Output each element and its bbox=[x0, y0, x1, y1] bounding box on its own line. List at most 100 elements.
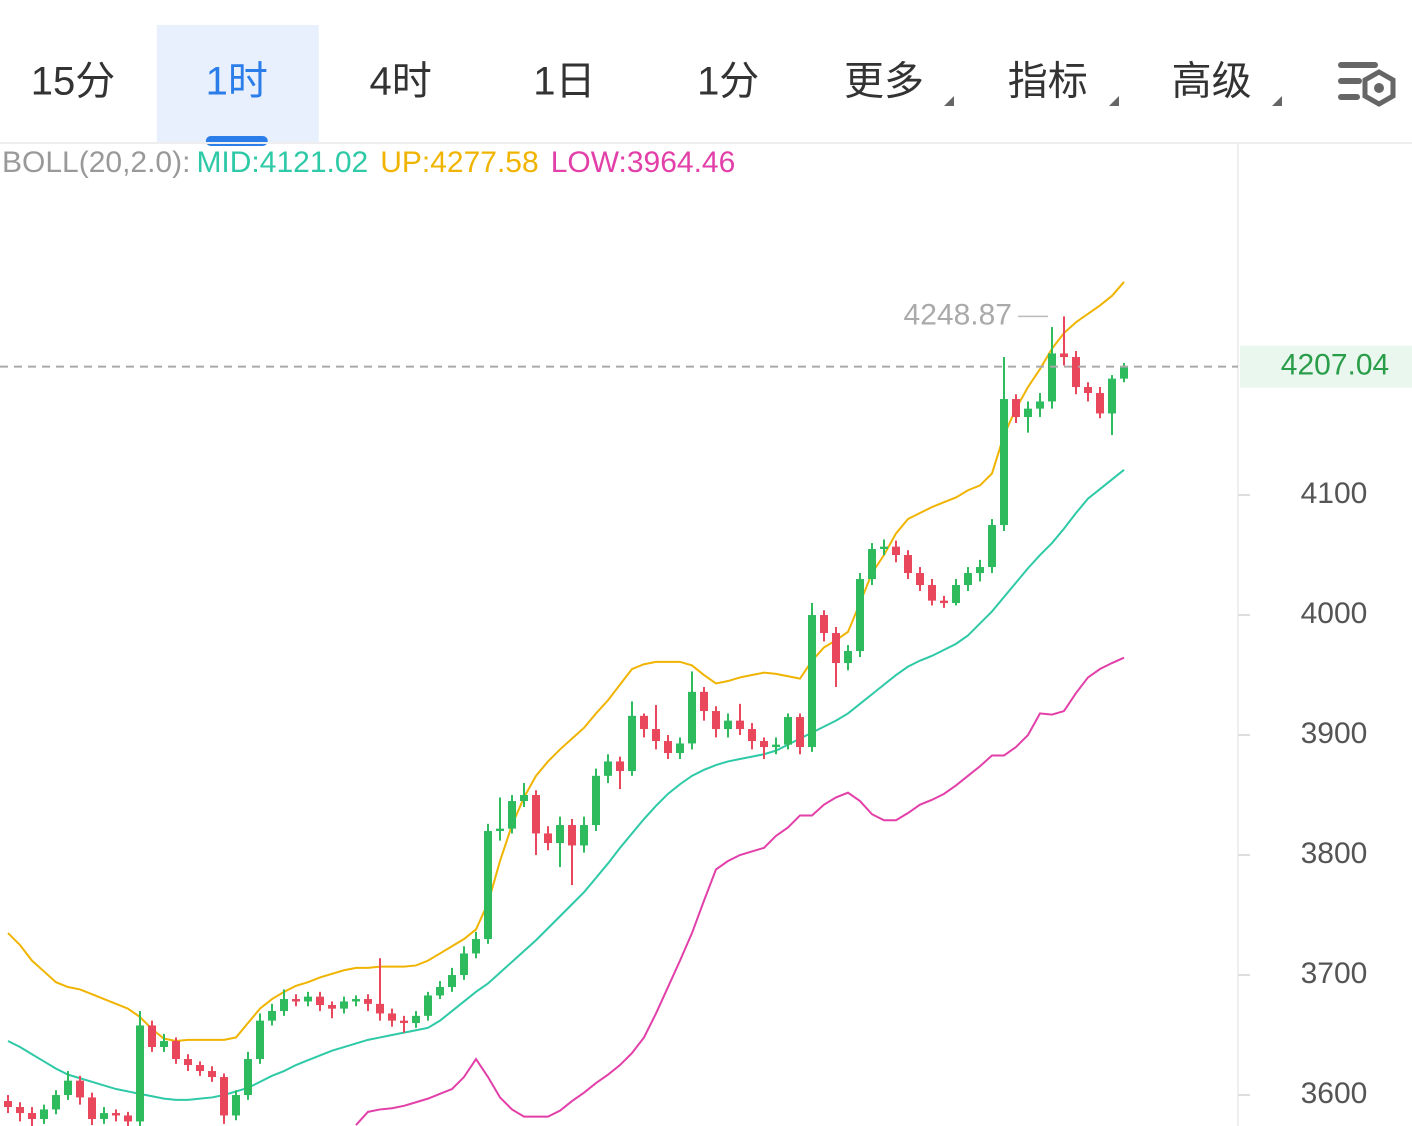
legend-value: 3964.46 bbox=[627, 146, 735, 179]
legend-name: LOW: bbox=[551, 146, 627, 179]
candle-body bbox=[820, 615, 828, 634]
y-tick-label: 4000 bbox=[1301, 597, 1368, 630]
last-price-box bbox=[1240, 345, 1412, 388]
candle-body bbox=[328, 1005, 336, 1009]
candle-body bbox=[544, 833, 552, 844]
candle-body bbox=[1084, 387, 1092, 394]
tab[interactable]: 高级 bbox=[1172, 60, 1252, 104]
active-tab-bg bbox=[156, 25, 319, 143]
tab[interactable]: 1时 bbox=[206, 60, 268, 104]
candle-body bbox=[808, 615, 816, 748]
tab[interactable]: 4时 bbox=[369, 60, 431, 104]
candle-body bbox=[208, 1071, 216, 1078]
legend-name: MID: bbox=[196, 146, 259, 179]
candle-body bbox=[604, 761, 612, 776]
candle-body bbox=[496, 828, 504, 832]
candle-body bbox=[184, 1059, 192, 1066]
boll-line bbox=[7, 469, 1125, 1101]
candle-body bbox=[100, 1113, 108, 1120]
candle-body bbox=[844, 651, 852, 664]
candle-body bbox=[76, 1080, 84, 1098]
candle-body bbox=[1024, 408, 1032, 418]
candle-body bbox=[1036, 401, 1044, 409]
candle-body bbox=[388, 1013, 396, 1021]
boll-line bbox=[355, 656, 1125, 1126]
y-tick-label: 4100 bbox=[1301, 477, 1368, 510]
candle-body bbox=[448, 975, 456, 988]
candle-body bbox=[724, 720, 732, 730]
candle-body bbox=[760, 741, 768, 748]
price-axis: 3600 3700 3800 3900 4000 4100 bbox=[1238, 477, 1367, 1110]
candle-body bbox=[112, 1113, 120, 1116]
candle-body bbox=[436, 987, 444, 996]
candle-body bbox=[4, 1101, 12, 1108]
indicator-legend: BOLL(20,2.0): MID:4121.02 UP:4277.58 LOW:39… bbox=[2, 146, 735, 179]
candle-body bbox=[52, 1095, 60, 1110]
tab[interactable]: 更多 bbox=[844, 60, 924, 104]
candle-body bbox=[268, 1011, 276, 1021]
active-tab-indicator bbox=[205, 136, 268, 146]
candle-body bbox=[1072, 357, 1080, 388]
candle-body bbox=[736, 720, 744, 730]
candle-body bbox=[856, 579, 864, 652]
tab[interactable]: 指标 bbox=[1008, 60, 1088, 104]
candle-body bbox=[520, 795, 528, 802]
candle-body bbox=[220, 1077, 228, 1116]
candle-body bbox=[196, 1065, 204, 1072]
candle-body bbox=[472, 939, 480, 954]
candle-body bbox=[88, 1097, 96, 1120]
candle-body bbox=[244, 1059, 252, 1096]
y-tick-label: 3800 bbox=[1301, 837, 1368, 870]
legend-value: 4277.58 bbox=[430, 146, 538, 179]
candle-body bbox=[232, 1095, 240, 1116]
candle-body bbox=[148, 1025, 156, 1048]
candle-body bbox=[508, 801, 516, 829]
candle-body bbox=[460, 953, 468, 976]
candle-body bbox=[172, 1041, 180, 1060]
candle-body bbox=[292, 999, 300, 1002]
tab[interactable]: 15分 bbox=[31, 60, 116, 104]
candle-body bbox=[304, 996, 312, 1002]
candle-body bbox=[412, 1015, 420, 1024]
candle-body bbox=[1120, 366, 1128, 379]
candle-body bbox=[376, 1003, 384, 1014]
max-price-label: 4248.87 bbox=[904, 298, 1012, 331]
candle-body bbox=[748, 729, 756, 742]
dropdown-arrows bbox=[944, 96, 1282, 106]
candle-body bbox=[616, 761, 624, 772]
indicator-name: BOLL(20,2.0): bbox=[2, 146, 190, 179]
candle-body bbox=[16, 1107, 24, 1114]
candle-body bbox=[160, 1041, 168, 1048]
tab-bar: 15分 1时 4时 1日 1分 更多 指标 高级 bbox=[31, 25, 1252, 146]
candle-body bbox=[1108, 378, 1116, 414]
candle-body bbox=[712, 711, 720, 730]
candle-body bbox=[352, 999, 360, 1002]
y-tick-label: 3700 bbox=[1301, 957, 1368, 990]
candle-body bbox=[484, 831, 492, 940]
candle-body bbox=[676, 743, 684, 754]
candle-body bbox=[976, 567, 984, 574]
candle-body bbox=[832, 633, 840, 664]
candle-body bbox=[700, 691, 708, 712]
candle-body bbox=[136, 1025, 144, 1122]
candle-body bbox=[964, 573, 972, 586]
candle-body bbox=[568, 825, 576, 846]
candle-body bbox=[256, 1020, 264, 1060]
candle-body bbox=[688, 691, 696, 744]
candle-body bbox=[904, 555, 912, 574]
boll-line bbox=[7, 281, 1125, 1043]
candle-body bbox=[1060, 353, 1068, 358]
y-tick-label: 3900 bbox=[1301, 717, 1368, 750]
last-price-label: 4207.04 bbox=[1281, 349, 1389, 382]
candle-body bbox=[28, 1113, 36, 1120]
candle-body bbox=[556, 825, 564, 844]
candle-body bbox=[280, 999, 288, 1012]
candle-body bbox=[364, 999, 372, 1004]
legend-value: 4121.02 bbox=[260, 146, 368, 179]
settings-icon[interactable] bbox=[1338, 62, 1396, 107]
tab[interactable]: 1日 bbox=[533, 60, 595, 104]
candle-body bbox=[424, 995, 432, 1016]
tab[interactable]: 1分 bbox=[697, 60, 759, 104]
candle-body bbox=[640, 715, 648, 730]
